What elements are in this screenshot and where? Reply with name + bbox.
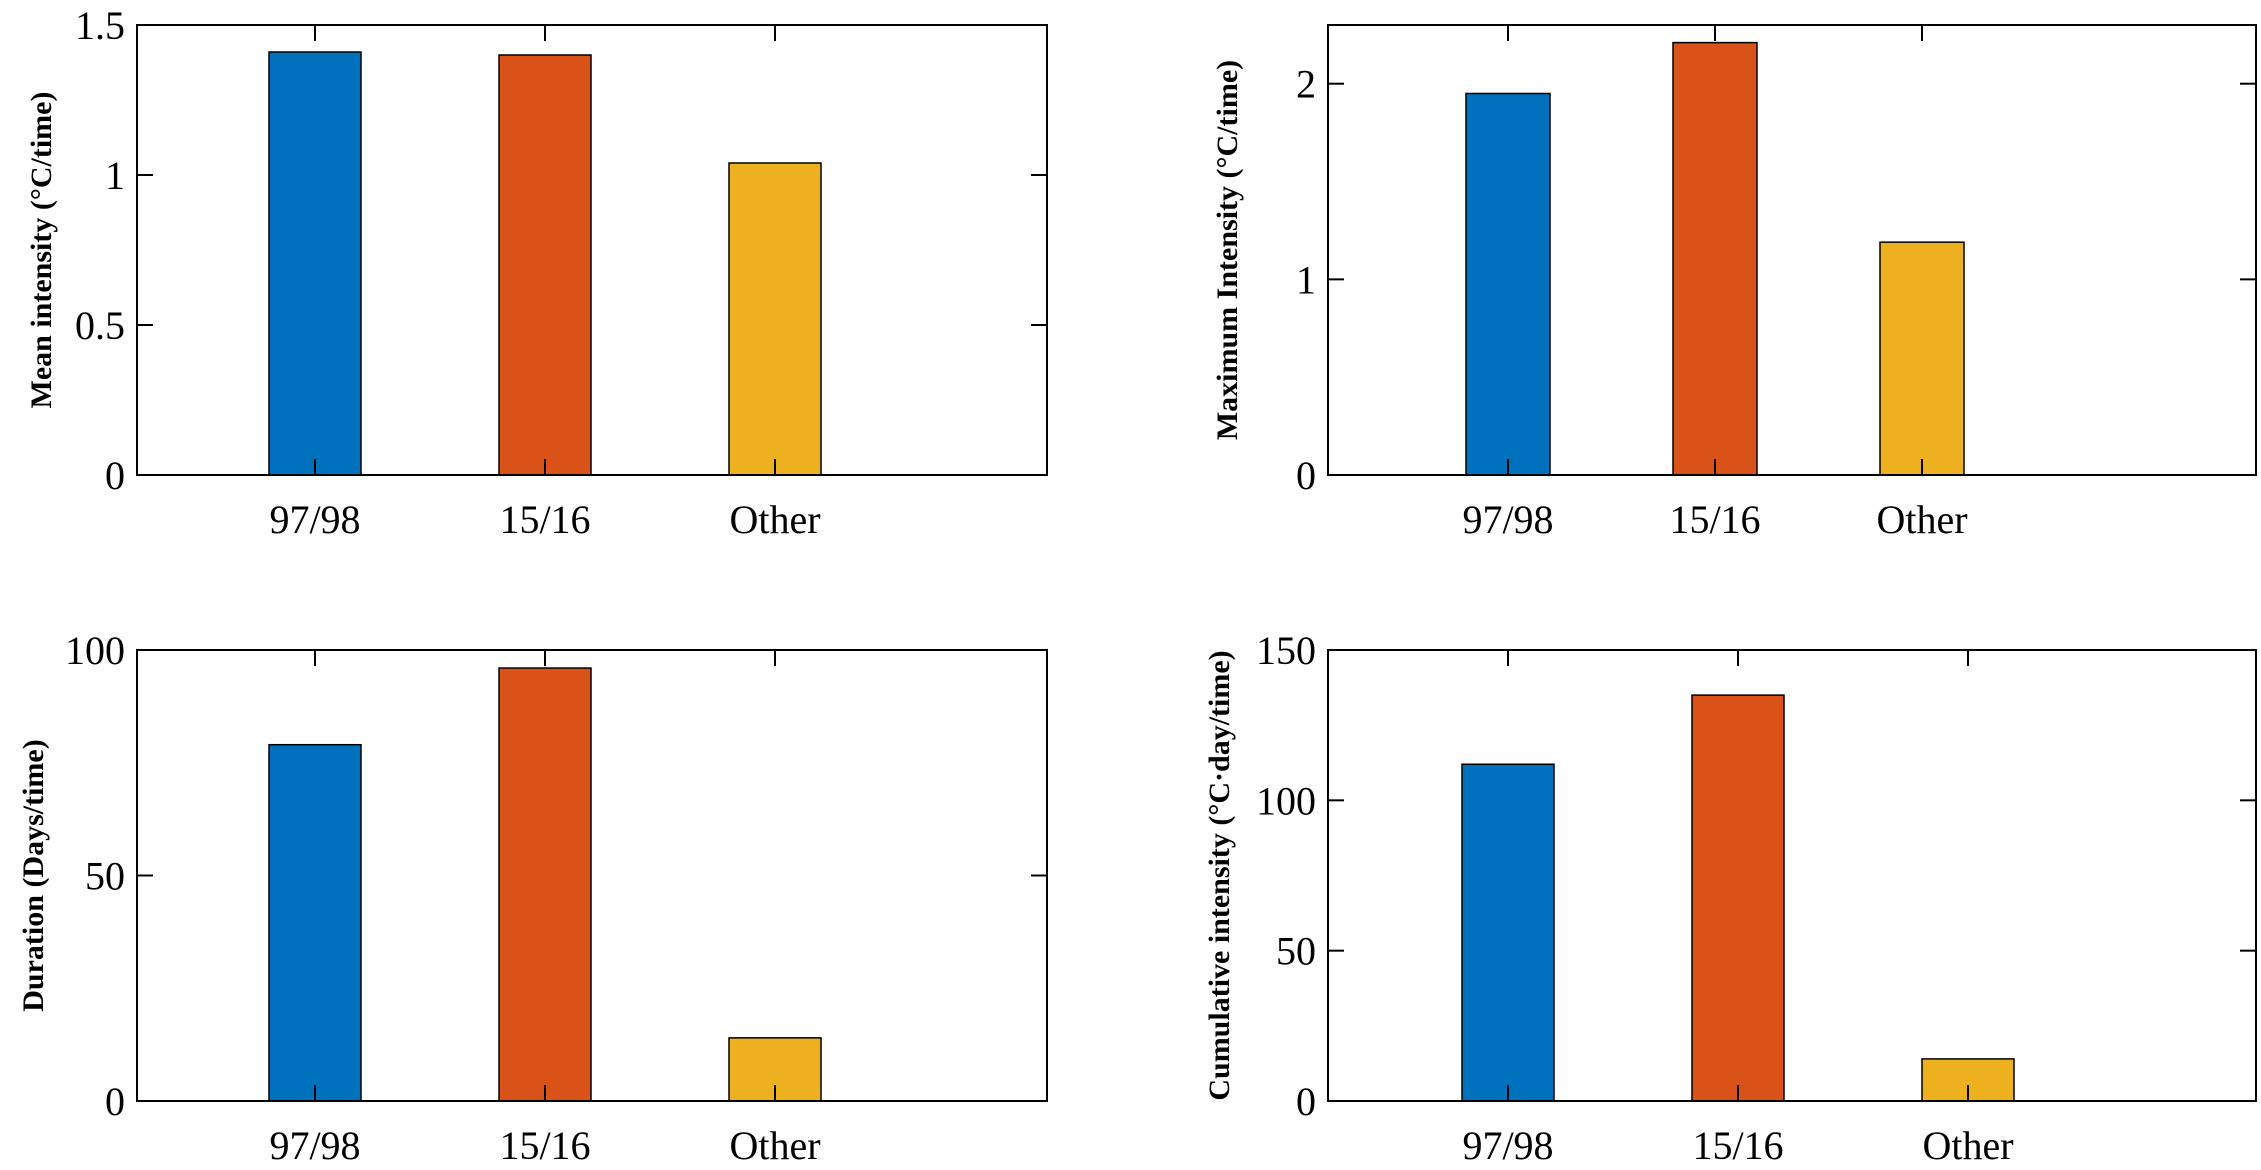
bar-other xyxy=(728,162,822,476)
axes-box xyxy=(1327,649,2257,1102)
y-tick-label: 0 xyxy=(1296,1079,1316,1124)
bar-15-16 xyxy=(1672,41,1758,476)
y-axis-label: Cumulative intensity (°C·day/time) xyxy=(1203,650,1236,1100)
bar-15-16 xyxy=(1691,694,1785,1102)
x-tick-label: 97/98 xyxy=(1462,1123,1553,1168)
y-tick-label: 1 xyxy=(105,153,125,198)
y-tick-label: 0 xyxy=(105,1079,125,1124)
bar-15-16 xyxy=(498,54,592,476)
x-tick-label: Other xyxy=(1922,1123,2013,1168)
x-tick-label: 97/98 xyxy=(269,1123,360,1168)
y-tick-label: 1 xyxy=(1296,257,1316,302)
x-tick-label: Other xyxy=(729,497,820,542)
y-tick-label: 150 xyxy=(1256,628,1316,673)
x-tick-label: 15/16 xyxy=(499,1123,590,1168)
y-axis-label: Maximum Intensity (°C/time) xyxy=(1211,60,1244,440)
y-tick-label: 100 xyxy=(1256,778,1316,823)
bar-15-16 xyxy=(498,667,592,1102)
y-axis-label: Mean intensity (°C/time) xyxy=(25,92,58,409)
bar-97-98 xyxy=(1461,763,1555,1102)
y-axis-label: Duration (Days/time) xyxy=(17,739,50,1011)
y-tick-label: 0 xyxy=(1296,453,1316,498)
x-tick-label: 97/98 xyxy=(1462,497,1553,542)
bar-97-98 xyxy=(268,743,362,1102)
bar-97-98 xyxy=(1465,92,1551,476)
panel-mean-intensity: 0 0.5 1 1.5 97/98 15/16 Other Mean intensity (°… xyxy=(25,3,1048,542)
y-tick-label: 50 xyxy=(1276,929,1316,974)
x-tick-label: 15/16 xyxy=(1692,1123,1783,1168)
y-tick-label: 100 xyxy=(65,628,125,673)
axes-box xyxy=(1327,24,2257,476)
panel-cumulative-intensity: 0 50 100 150 97/98 15/16 Other Cumulative inten… xyxy=(1203,628,2257,1168)
x-tick-label: 97/98 xyxy=(269,497,360,542)
y-tick-label: 50 xyxy=(85,854,125,899)
y-tick-label: 0.5 xyxy=(75,303,125,348)
x-tick-label: 15/16 xyxy=(1669,497,1760,542)
axes-box xyxy=(136,24,1048,476)
bar-other xyxy=(1879,241,1965,476)
x-tick-label: Other xyxy=(1876,497,1967,542)
panel-maximum-intensity: 0 1 2 97/98 15/16 Other Maximum Intensity (°C/… xyxy=(1211,24,2257,542)
y-tick-label: 2 xyxy=(1296,62,1316,107)
y-tick-label: 0 xyxy=(105,453,125,498)
bar-97-98 xyxy=(268,51,362,476)
x-tick-label: 15/16 xyxy=(499,497,590,542)
x-tick-label: Other xyxy=(729,1123,820,1168)
panel-duration: 0 50 100 97/98 15/16 Other Duration (Days/time… xyxy=(17,628,1048,1168)
y-tick-label: 1.5 xyxy=(75,3,125,48)
